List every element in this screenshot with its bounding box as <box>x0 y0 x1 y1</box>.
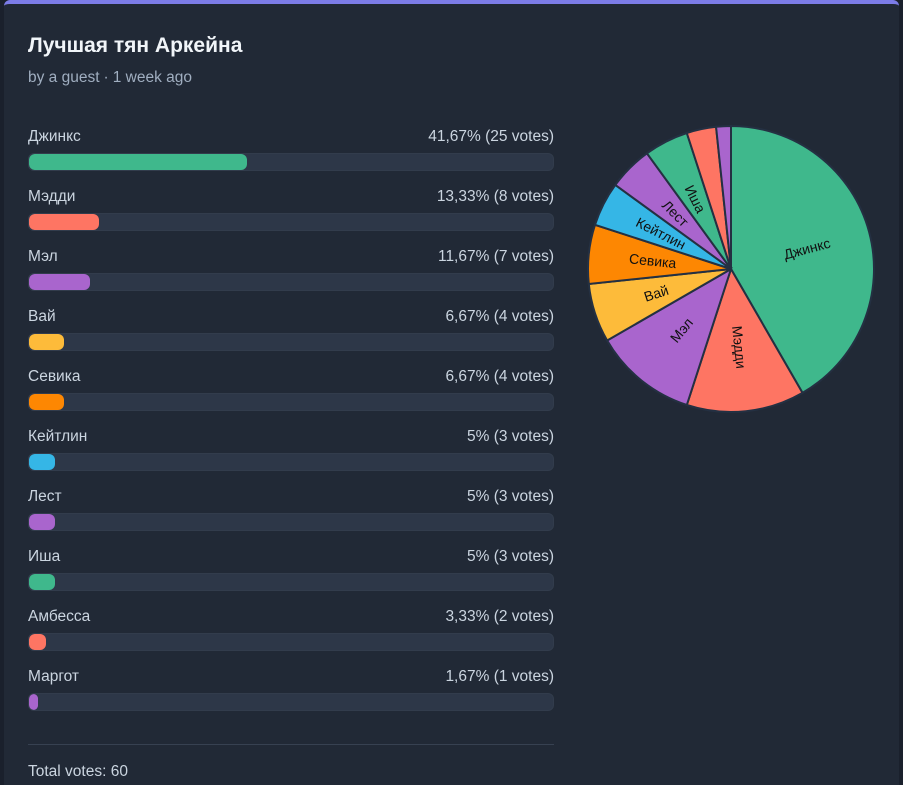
option-label: Маргот <box>28 668 80 685</box>
option-progress-fill <box>29 514 56 530</box>
poll-options-list: Джинкс 41,67% (25 votes) Мэдди 13,33% (8 vo… <box>28 124 554 724</box>
option-progress-track <box>28 453 554 471</box>
option-progress-fill <box>29 454 56 470</box>
pie-slice-label: Севика <box>628 250 677 271</box>
pie-slice <box>730 124 875 395</box>
option-percent: 5% (3 votes) <box>466 488 554 505</box>
poll-time: 1 week ago <box>112 69 192 86</box>
option-progress-track <box>28 273 554 291</box>
option-label: Джинкс <box>28 128 81 145</box>
poll-option: Иша 5% (3 votes) <box>28 544 554 604</box>
pie-slice <box>714 124 732 270</box>
option-progress-fill <box>29 634 47 650</box>
option-progress-track <box>28 693 554 711</box>
option-progress-fill <box>29 274 91 290</box>
option-percent: 11,67% (7 votes) <box>437 248 554 265</box>
option-label: Амбесса <box>28 608 91 625</box>
option-label: Севика <box>28 368 81 385</box>
option-progress-fill <box>29 154 248 170</box>
option-percent: 13,33% (8 votes) <box>436 188 554 205</box>
option-label: Мэл <box>28 248 58 265</box>
option-progress-fill <box>29 694 38 710</box>
poll-option: Джинкс 41,67% (25 votes) <box>28 124 554 184</box>
option-progress-fill <box>29 394 64 410</box>
poll-option: Мэл 11,67% (7 votes) <box>28 244 554 304</box>
option-percent: 6,67% (4 votes) <box>445 308 554 325</box>
pie-chart: Джинкс Мэдди Мэл Вай Севика Кейтлин Лест Иша <box>584 122 878 416</box>
option-progress-fill <box>29 334 64 350</box>
option-percent: 5% (3 votes) <box>466 428 554 445</box>
poll-author: by a guest <box>28 69 100 86</box>
option-label: Иша <box>28 548 61 565</box>
pie-slice-label: Мэдди <box>729 325 749 369</box>
divider <box>28 744 554 745</box>
option-percent: 3,33% (2 votes) <box>445 608 554 625</box>
poll-option: Амбесса 3,33% (2 votes) <box>28 604 554 664</box>
pie-slice <box>685 266 804 413</box>
option-percent: 1,67% (1 votes) <box>445 668 554 685</box>
poll-option: Мэдди 13,33% (8 votes) <box>28 184 554 244</box>
poll-option: Кейтлин 5% (3 votes) <box>28 424 554 484</box>
total-votes: Total votes: 60 <box>28 763 128 780</box>
option-label: Вай <box>28 308 56 325</box>
option-label: Мэдди <box>28 188 76 205</box>
poll-title: Лучшая тян Аркейна <box>28 34 243 57</box>
option-progress-fill <box>29 214 99 230</box>
option-progress-track <box>28 573 554 591</box>
option-progress-track <box>28 633 554 651</box>
pie-slice <box>605 266 733 407</box>
option-percent: 6,67% (4 votes) <box>445 368 554 385</box>
option-progress-fill <box>29 574 56 590</box>
option-progress-track <box>28 213 554 231</box>
poll-option: Вай 6,67% (4 votes) <box>28 304 554 364</box>
poll-option: Севика 6,67% (4 votes) <box>28 364 554 424</box>
poll-meta: by a guest · 1 week ago <box>28 69 192 87</box>
meta-separator: · <box>103 69 109 86</box>
poll-card: Лучшая тян Аркейна by a guest · 1 week ago… <box>4 0 899 785</box>
option-progress-track <box>28 333 554 351</box>
option-percent: 5% (3 votes) <box>466 548 554 565</box>
poll-option: Маргот 1,67% (1 votes) <box>28 664 554 724</box>
option-progress-track <box>28 153 554 171</box>
option-label: Лест <box>28 488 62 505</box>
pie-slice-label: Вай <box>642 282 671 305</box>
option-label: Кейтлин <box>28 428 88 445</box>
poll-option: Лест 5% (3 votes) <box>28 484 554 544</box>
option-progress-track <box>28 393 554 411</box>
option-progress-track <box>28 513 554 531</box>
option-percent: 41,67% (25 votes) <box>428 128 554 145</box>
